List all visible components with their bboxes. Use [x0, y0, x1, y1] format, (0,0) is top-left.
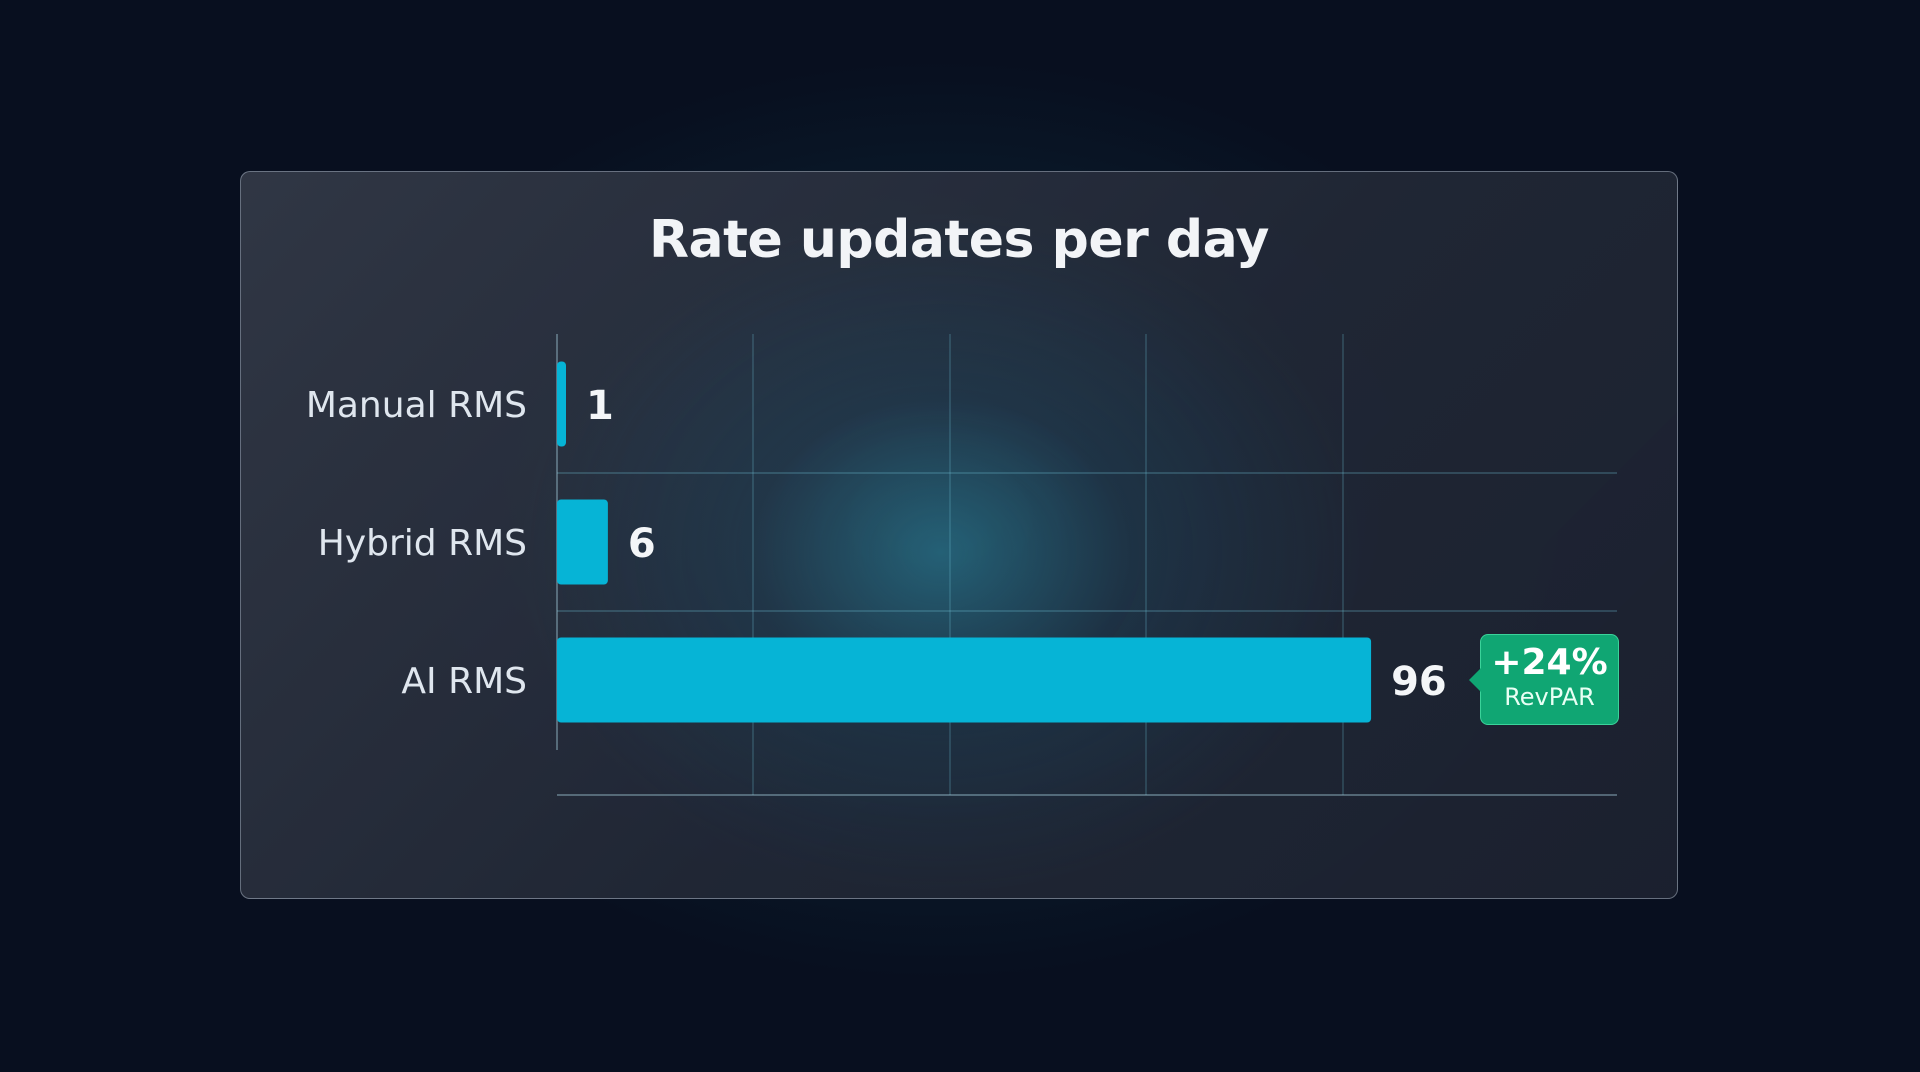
value-label-ai-rms: 96 — [1391, 659, 1447, 705]
bar-hybrid-rms — [557, 499, 608, 585]
revpar-change-value: +24% — [1491, 642, 1608, 683]
value-label-manual-rms: 1 — [586, 383, 614, 429]
bar-chart: Manual RMS 1 Hybrid RMS 6 AI RMS 96 — [306, 334, 1617, 796]
category-label-ai-rms: AI RMS — [401, 661, 527, 702]
bar-ai-rms — [557, 637, 1372, 723]
labels: Manual RMS 1 Hybrid RMS 6 AI RMS 96 — [306, 383, 1447, 705]
chart-title: Rate updates per day — [649, 210, 1269, 270]
revpar-annotation-badge: +24% RevPAR — [1469, 634, 1619, 725]
grid-lines — [556, 334, 1617, 796]
bar-manual-rms — [557, 361, 566, 447]
category-label-manual-rms: Manual RMS — [306, 385, 527, 426]
chart-card: Rate updates per day Manual RMS 1 Hybrid R… — [240, 171, 1678, 899]
value-label-hybrid-rms: 6 — [628, 521, 656, 567]
bars — [557, 361, 1372, 723]
category-label-hybrid-rms: Hybrid RMS — [318, 523, 527, 564]
revpar-label: RevPAR — [1504, 683, 1595, 711]
